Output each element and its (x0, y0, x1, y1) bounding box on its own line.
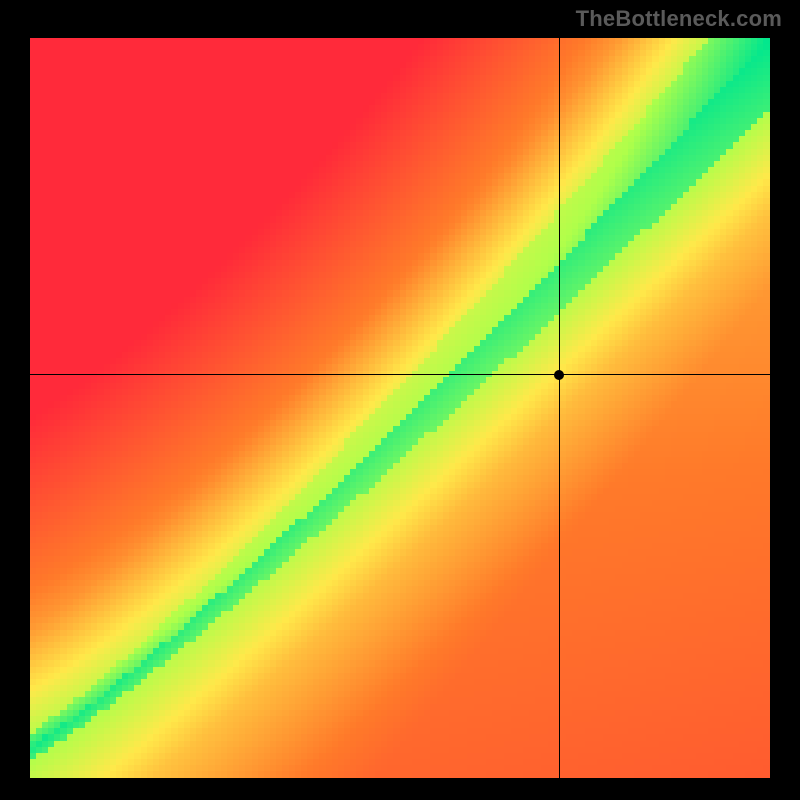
crosshair-marker (554, 370, 564, 380)
crosshair-horizontal (30, 374, 770, 375)
crosshair-vertical (559, 38, 560, 778)
heatmap-plot (30, 38, 770, 778)
page-root: TheBottleneck.com (0, 0, 800, 800)
watermark-text: TheBottleneck.com (576, 6, 782, 32)
heatmap-canvas (30, 38, 770, 778)
